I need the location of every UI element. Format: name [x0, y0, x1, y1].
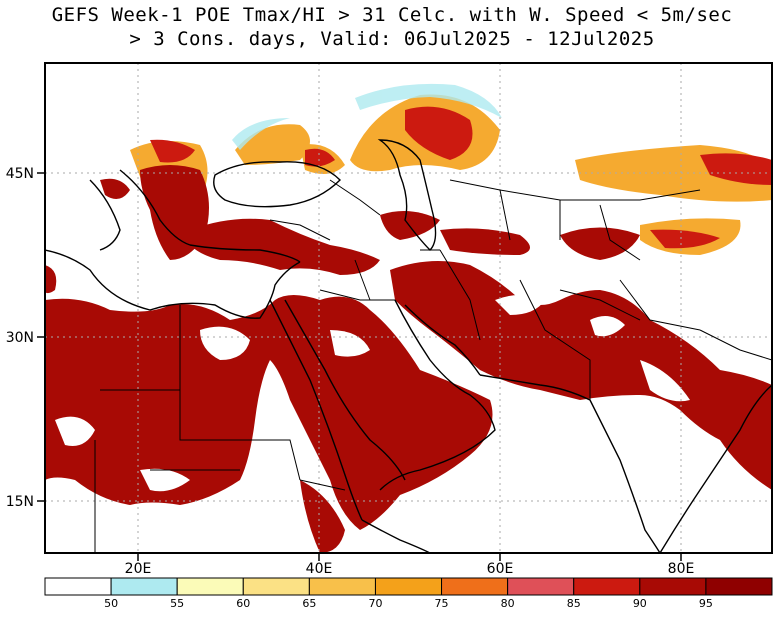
- lon-label-40e: 40E: [306, 561, 333, 577]
- colorbar-label: 85: [567, 597, 581, 610]
- axis-ticks: [37, 172, 682, 561]
- colorbar-swatch: [639, 577, 707, 596]
- colorbar: 50 55 60 65 70 75 80 85 90 95: [44, 577, 773, 610]
- colorbar-label: 60: [236, 597, 250, 610]
- colorbar-label: 80: [501, 597, 515, 610]
- colorbar-label: 75: [435, 597, 449, 610]
- graticule: [45, 63, 772, 553]
- colorbar-swatch: [573, 577, 641, 596]
- lon-label-60e: 60E: [487, 561, 514, 577]
- coastlines: [45, 139, 772, 553]
- colorbar-label: 70: [368, 597, 382, 610]
- colorbar-swatch: [507, 577, 575, 596]
- country-borders: [94, 179, 772, 553]
- colorbar-swatch: [44, 577, 112, 596]
- map-area: [45, 63, 772, 553]
- lon-label-80e: 80E: [668, 561, 695, 577]
- lat-label-30n: 30N: [6, 330, 34, 346]
- colorbar-swatch: [110, 577, 178, 596]
- title-line-2: > 3 Cons. days, Valid: 06Jul2025 - 12Jul…: [129, 28, 655, 50]
- lon-label-20e: 20E: [125, 561, 152, 577]
- map-frame: [44, 62, 773, 554]
- title-line-1: GEFS Week-1 POE Tmax/HI > 31 Celc. with …: [51, 4, 733, 26]
- colorbar-swatch: [242, 577, 310, 596]
- colorbar-swatch: [374, 577, 443, 596]
- lat-label-15n: 15N: [6, 494, 34, 510]
- colorbar-swatch: [308, 577, 376, 596]
- lat-label-45n: 45N: [6, 166, 34, 182]
- colorbar-label: 50: [104, 597, 118, 610]
- colorbar-label: 65: [302, 597, 316, 610]
- colorbar-swatch: [441, 577, 509, 596]
- probability-shading-lightblue: [232, 83, 502, 150]
- colorbar-label: 95: [699, 597, 713, 610]
- colorbar-label: 55: [170, 597, 184, 610]
- probability-shading-red: [150, 106, 772, 249]
- colorbar-swatch: [705, 577, 773, 596]
- colorbar-label: 90: [633, 597, 647, 610]
- colorbar-swatch: [176, 577, 244, 596]
